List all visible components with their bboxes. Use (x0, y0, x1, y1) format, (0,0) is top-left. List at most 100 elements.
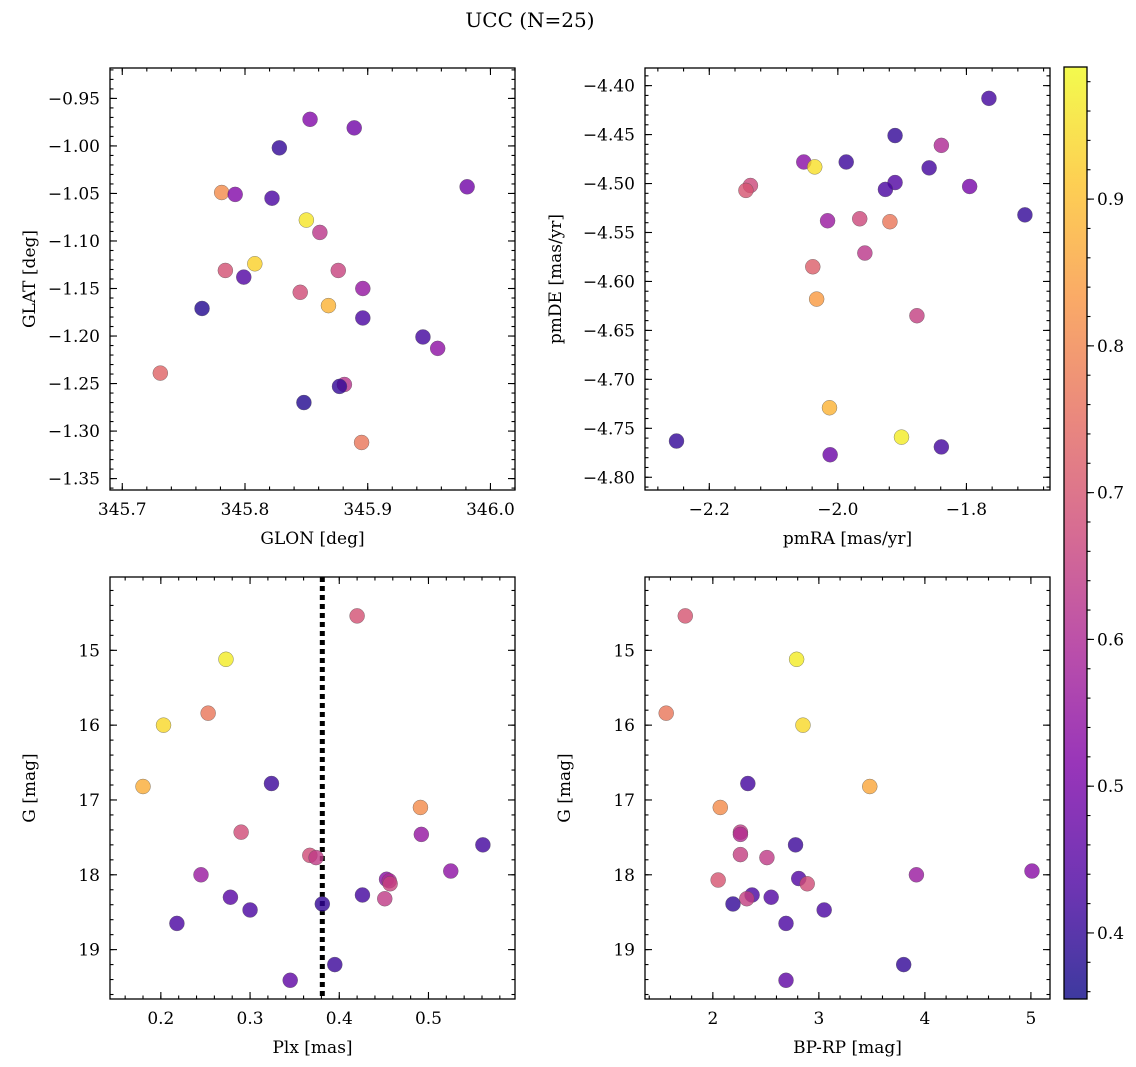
scatter-point (331, 378, 348, 395)
scatter-point (788, 651, 805, 668)
subplot-plx-g: 0.2 0.3 0.4 0.5 15 16 17 18 19 Plx [mas] G [mag] (20, 576, 516, 1058)
scatter-point (247, 256, 263, 272)
subplot-bprp-g: 2 3 4 5 15 16 17 18 19 BP-RP [mag] G [mag] (555, 576, 1051, 1058)
y-tick-label: −4.60 (583, 272, 635, 292)
scatter-point (152, 365, 169, 381)
x-tick-label: −2.2 (689, 500, 730, 520)
scatter-point (264, 190, 280, 206)
scatter-point (412, 799, 429, 816)
x-axis-label: BP-RP [mag] (793, 1038, 902, 1058)
scatter-point (725, 896, 741, 912)
scatter-point (763, 889, 779, 905)
scatter-point (882, 213, 898, 230)
scatter-point (732, 826, 749, 843)
colorbar-gradient (1064, 67, 1087, 999)
y-tick-label: −4.80 (583, 468, 635, 488)
scatter-point (921, 160, 937, 176)
scatter-point (668, 433, 685, 449)
x-tick-label: 345.8 (221, 500, 270, 520)
colorbar-tick-label: 0.6 (1097, 630, 1124, 650)
x-tick-label: 3 (813, 1009, 824, 1029)
scatter-point (242, 902, 258, 918)
scatter-points (658, 608, 1040, 989)
x-tick-label: 2 (707, 1009, 718, 1029)
scatter-point (271, 140, 288, 156)
axes-frame (109, 67, 516, 491)
scatter-point (862, 778, 878, 795)
scatter-point (821, 400, 838, 416)
scatter-point (658, 705, 674, 721)
y-tick-label: −0.95 (48, 89, 100, 109)
colorbar-tick-label: 0.4 (1097, 924, 1124, 944)
scatter-point (732, 846, 749, 863)
x-axis-label: Plx [mas] (272, 1038, 352, 1058)
x-tick-label: 4 (919, 1009, 930, 1029)
tick-marks (110, 577, 515, 999)
y-axis-label: GLAT [deg] (20, 230, 40, 328)
scatter-point (740, 775, 756, 792)
scatter-point (429, 340, 446, 357)
scatter-point (236, 269, 252, 285)
y-tick-label: −1.15 (48, 280, 100, 300)
scatter-point (330, 262, 347, 279)
scatter-point (738, 182, 754, 199)
scatter-point (851, 211, 868, 227)
y-tick-label: −4.65 (583, 321, 635, 341)
y-axis-label: G [mag] (555, 753, 575, 822)
scatter-point (377, 890, 393, 907)
scatter-point (933, 137, 950, 154)
scatter-point (443, 863, 459, 879)
scatter-point (1017, 207, 1033, 223)
scatter-point (314, 896, 331, 912)
scatter-point (895, 956, 912, 973)
y-tick-label: −1.35 (48, 470, 100, 490)
scatter-point (887, 127, 903, 144)
y-tick-label: 18 (613, 866, 635, 886)
y-tick-label: −1.05 (48, 184, 100, 204)
scatter-point (298, 212, 315, 228)
scatter-point (312, 224, 328, 241)
scatter-point (712, 799, 729, 816)
colorbar-tick-label: 0.8 (1097, 337, 1124, 357)
x-tick-label: 0.5 (415, 1009, 442, 1029)
scatter-point (822, 447, 838, 463)
x-axis-label: pmRA [mas/yr] (783, 529, 912, 549)
scatter-point (194, 300, 210, 317)
x-tick-label: 346.0 (466, 500, 515, 520)
colorbar-tick-label: 0.9 (1097, 190, 1124, 210)
axes-frame (644, 67, 1051, 491)
scatter-point (806, 159, 823, 175)
colorbar: 0.4 0.5 0.6 0.7 0.8 0.9 (1063, 66, 1124, 1000)
scatter-point (933, 439, 950, 455)
y-tick-label: 15 (78, 641, 100, 661)
y-tick-label: −4.75 (583, 419, 635, 439)
scatter-point (327, 956, 343, 973)
scatter-point (1024, 863, 1040, 879)
colorbar-frame (1063, 66, 1088, 1000)
scatter-point (263, 775, 280, 792)
scatter-point (320, 297, 337, 314)
x-tick-label: 5 (1026, 1009, 1037, 1029)
scatter-point (981, 90, 997, 107)
scatter-point (227, 186, 243, 203)
scatter-point (382, 876, 398, 892)
scatter-point (799, 876, 815, 892)
y-tick-label: 19 (613, 941, 635, 961)
scatter-point (169, 915, 185, 932)
scatter-point (787, 837, 804, 853)
figure-title: UCC (N=25) (465, 8, 594, 32)
colorbar-ticks: 0.4 0.5 0.6 0.7 0.8 0.9 (1087, 81, 1124, 993)
scatter-point (355, 280, 371, 297)
scatter-point (302, 111, 318, 128)
y-tick-label: −4.45 (583, 126, 635, 146)
x-tick-label: 0.4 (326, 1009, 353, 1029)
y-tick-label: 17 (78, 791, 100, 811)
scatter-point (778, 915, 794, 932)
y-tick-label: −1.25 (48, 375, 100, 395)
y-tick-label: −1.00 (48, 137, 100, 157)
scatter-points (135, 577, 491, 999)
scatter-point (857, 245, 873, 261)
scatter-points (668, 90, 1033, 463)
scatter-point (805, 259, 821, 275)
scatter-points (152, 111, 475, 451)
